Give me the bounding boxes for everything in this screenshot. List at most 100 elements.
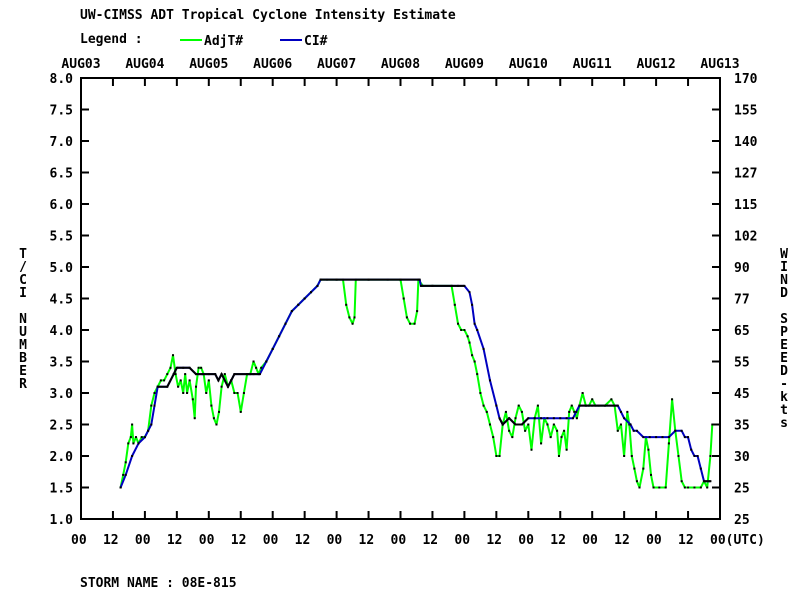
data-point-adjt — [220, 385, 223, 388]
data-point-adjt — [140, 436, 143, 439]
data-point-ci — [488, 379, 491, 382]
data-point-adjt — [479, 392, 482, 394]
data-point-ci — [635, 429, 638, 432]
date-label: AUG07 — [317, 57, 356, 72]
data-point-adjt — [476, 373, 479, 376]
data-point-adjt — [488, 423, 491, 426]
data-point-ci — [533, 417, 536, 420]
data-point-ci — [495, 404, 498, 407]
data-point-ci — [687, 436, 690, 439]
data-point-adjt — [527, 423, 530, 426]
data-point-adjt — [255, 366, 258, 369]
x-tick-label: 12 — [678, 533, 694, 548]
y-right-tick-label: 170 — [734, 72, 758, 87]
date-label: AUG09 — [445, 57, 484, 72]
data-point-adjt — [563, 429, 566, 432]
data-point-ci — [699, 467, 702, 470]
data-point-adjt — [633, 467, 636, 470]
x-tick-label: 12 — [295, 533, 311, 548]
data-point-adjt — [667, 442, 670, 445]
data-point-ci — [468, 291, 471, 294]
data-point-adjt — [193, 417, 196, 420]
data-point-ci — [693, 455, 696, 457]
data-point-adjt — [351, 322, 354, 325]
x-tick-label: 12 — [103, 533, 119, 548]
data-point-adjt — [166, 373, 169, 376]
data-point-adjt — [177, 385, 180, 388]
data-point-adjt — [353, 316, 356, 319]
y-right-tick-label: 102 — [734, 230, 757, 245]
data-point-ci — [476, 329, 479, 331]
data-point-adjt — [159, 379, 162, 382]
data-point-adjt — [131, 423, 134, 426]
data-point-ci — [674, 429, 677, 432]
date-label: AUG03 — [61, 57, 100, 72]
data-point-adjt — [242, 392, 245, 394]
y-tick-label: 4.0 — [50, 324, 74, 339]
data-point-adjt — [223, 373, 226, 376]
data-point-adjt — [169, 366, 172, 369]
data-point-adjt — [540, 442, 543, 445]
data-point-ci — [156, 385, 159, 388]
data-point-adjt — [623, 455, 626, 457]
y-tick-label: 2.5 — [50, 419, 73, 434]
data-point-adjt — [153, 392, 156, 394]
y-tick-label: 5.0 — [50, 261, 74, 276]
data-point-adjt — [182, 392, 185, 394]
data-point-ci — [661, 436, 664, 439]
chart-title: UW-CIMSS ADT Tropical Cyclone Intensity … — [80, 8, 456, 23]
data-point-ci — [284, 322, 287, 325]
data-point-adjt — [134, 436, 137, 439]
data-point-adjt — [642, 467, 645, 470]
y-right-tick-label: 35 — [734, 419, 750, 434]
data-point-adjt — [129, 436, 132, 439]
y-right-tick-label: 140 — [734, 135, 758, 150]
data-point-adjt — [671, 398, 674, 401]
data-point-ci — [619, 410, 622, 413]
data-point-adjt — [132, 442, 135, 445]
y-tick-label: 3.5 — [50, 356, 73, 371]
data-point-ci — [642, 436, 645, 439]
x-tick-label: 00 — [71, 533, 87, 548]
data-point-adjt — [252, 360, 255, 363]
x-tick-label: 12 — [422, 533, 438, 548]
data-point-adjt — [610, 398, 613, 401]
data-point-adjt — [560, 436, 563, 439]
data-point-ci — [546, 417, 549, 420]
x-tick-label: 00 — [582, 533, 598, 548]
data-point-adjt — [677, 455, 680, 457]
date-label: AUG06 — [253, 57, 292, 72]
x-tick-label: 12 — [167, 533, 183, 548]
data-point-adjt — [556, 429, 559, 432]
data-point-adjt — [546, 423, 549, 426]
data-point-ci — [278, 335, 281, 338]
x-tick-label: 00 — [454, 533, 470, 548]
data-point-adjt — [565, 448, 568, 451]
data-point-adjt — [124, 461, 127, 464]
data-point-adjt — [457, 322, 460, 325]
data-point-adjt — [575, 417, 578, 420]
data-point-adjt — [172, 354, 175, 357]
data-point-adjt — [552, 423, 555, 426]
data-point-adjt — [195, 385, 198, 388]
data-point-adjt — [709, 455, 712, 457]
y-right-tick-label: 77 — [734, 293, 750, 308]
data-point-adjt — [693, 486, 696, 489]
data-point-adjt — [647, 448, 650, 451]
data-point-ci — [303, 297, 306, 300]
y-right-tick-label: 155 — [734, 104, 757, 119]
y-right-tick-label: 55 — [734, 356, 750, 371]
data-point-adjt — [471, 354, 474, 357]
y-tick-label: 1.0 — [50, 513, 74, 528]
data-point-adjt — [163, 379, 166, 382]
data-point-adjt — [453, 303, 456, 306]
data-point-ci — [683, 436, 686, 439]
data-point-adjt — [466, 335, 469, 338]
legend-label: Legend : — [80, 32, 143, 47]
data-point-adjt — [658, 486, 661, 489]
y-right-tick-label: 115 — [734, 198, 757, 213]
date-label: AUG10 — [509, 57, 548, 72]
data-point-adjt — [530, 448, 533, 451]
data-point-adjt — [186, 392, 189, 394]
